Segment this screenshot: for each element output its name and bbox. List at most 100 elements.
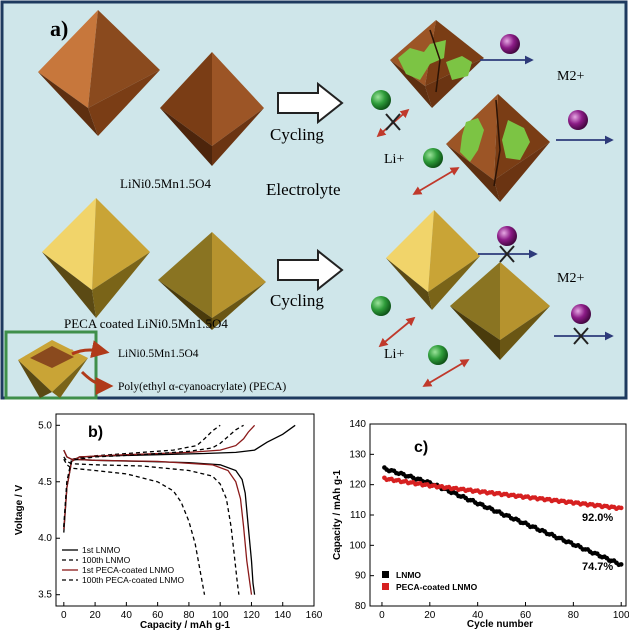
- plot-frame: [55, 413, 315, 607]
- x-tick-label: 160: [306, 610, 323, 621]
- x-tick-label: 120: [243, 610, 260, 621]
- blocked-cross-icon: [573, 327, 589, 345]
- y-tick-label: 80: [355, 601, 367, 612]
- series-group: [382, 465, 624, 568]
- legend-entry: 1st PECA-coated LNMO: [82, 565, 175, 575]
- x-axis-title: Cycle number: [467, 619, 533, 630]
- panel-a-label: a): [50, 16, 68, 41]
- legend-entry: 100th PECA-coated LNMO: [82, 575, 184, 585]
- bottom-material-label: PECA coated LiNi0.5Mn1.5O4: [64, 316, 228, 331]
- legend-entry: 100th LNMO: [82, 555, 131, 565]
- degraded-octahedron-1: [390, 20, 484, 108]
- degradation-patch: [460, 118, 484, 162]
- coated-octahedron-1: [42, 198, 150, 318]
- li-ion: [423, 148, 443, 168]
- series-group: [63, 424, 296, 595]
- coating-pointer-arrow: [80, 370, 114, 395]
- top-li-ion-label: Li+: [384, 152, 404, 167]
- data-point: [618, 505, 624, 511]
- panel-b-label: b): [88, 424, 103, 441]
- cycled-coated-octahedron-2: [450, 262, 550, 360]
- top-cycling-arrow: [277, 81, 344, 125]
- x-tick-label: 20: [424, 610, 436, 621]
- legend: LNMO PECA-coated LNMO: [382, 570, 478, 592]
- y-tick-label: 3.5: [38, 590, 52, 601]
- li-ion: [371, 90, 391, 110]
- degradation-patch: [446, 56, 472, 80]
- inset-core-label: LiNi0.5Mn1.5O4: [118, 348, 199, 360]
- legend-entry: PECA-coated LNMO: [396, 582, 478, 592]
- series-line-charge: [63, 424, 244, 527]
- top-material-label: LiNi0.5Mn1.5O4: [120, 176, 212, 191]
- y-axis-title: Capacity / mAh g-1: [332, 470, 343, 560]
- uncoated-octahedron-2: [160, 52, 264, 166]
- legend-entry: 1st LNMO: [82, 545, 121, 555]
- y-tick-label: 140: [349, 419, 366, 430]
- bottom-cycling-label: Cycling: [270, 291, 324, 310]
- blocked-cross-icon: [385, 113, 401, 131]
- top-m-ion-label: M2+: [557, 69, 584, 84]
- axis-ticks: 0 20 40 60 80 100 80 90 100 110 120 130 140: [349, 419, 629, 621]
- y-tick-label: 5.0: [38, 420, 52, 431]
- x-tick-label: 20: [90, 610, 102, 621]
- panel-c-label: c): [414, 439, 428, 456]
- li-ion-arrow: [422, 359, 470, 387]
- panel-a: a) LiNi0.5Mn1.5O4 Cycling: [0, 0, 628, 400]
- x-axis-title: Capacity / mAh g-1: [140, 620, 230, 631]
- x-tick-label: 100: [613, 610, 629, 621]
- y-tick-label: 130: [349, 449, 366, 460]
- y-tick-label: 4.5: [38, 477, 52, 488]
- series-line-charge: [63, 424, 296, 533]
- data-point: [618, 562, 624, 567]
- x-tick-label: 60: [152, 610, 164, 621]
- li-ion-arrow: [412, 167, 460, 195]
- y-tick-label: 4.0: [38, 533, 52, 544]
- bottom-m-ion-label: M2+: [557, 271, 584, 286]
- bottom-li-ion-label: Li+: [384, 347, 404, 362]
- x-tick-label: 0: [61, 610, 67, 621]
- core-pointer-arrow: [71, 340, 110, 359]
- m-ion: [571, 304, 591, 324]
- inset-coating-label: Poly(ethyl α-cyanoacrylate) (PECA): [118, 381, 286, 393]
- top-cycling-label: Cycling: [270, 125, 324, 144]
- legend-swatch: [382, 583, 389, 590]
- li-ion: [428, 345, 448, 365]
- annotation-uncoated-retention: 74.7%: [582, 561, 613, 573]
- li-ion: [371, 296, 391, 316]
- li-ion-arrow: [378, 316, 416, 348]
- legend-entry: LNMO: [396, 570, 421, 580]
- m-ion: [497, 226, 517, 246]
- panel-c-chart: c) 0 20 40 60 80 100 80 90 100 110 120 130 140 LNMO P…: [332, 419, 629, 630]
- x-tick-label: 140: [274, 610, 291, 621]
- y-tick-label: 90: [355, 571, 367, 582]
- series-line-discharge: [63, 458, 206, 595]
- y-tick-label: 100: [349, 540, 366, 551]
- x-tick-label: 100: [212, 610, 229, 621]
- axis-ticks: 0 20 40 60 80 100 120 140 160 3.5 4.0 4.5 5.0: [38, 420, 323, 621]
- series-line-discharge: [63, 449, 253, 595]
- degraded-octahedron-2: [446, 94, 550, 202]
- degradation-patch: [398, 40, 446, 80]
- x-tick-label: 40: [121, 610, 133, 621]
- annotation-coated-retention: 92.0%: [582, 512, 613, 524]
- legend-swatch: [382, 571, 389, 578]
- x-tick-label: 60: [520, 610, 532, 621]
- x-tick-label: 80: [183, 610, 195, 621]
- panel-b-chart: b) 0 20 40 60 80 100 120 140 160 3.5 4.0 4.5 5.0 1st…: [14, 413, 323, 631]
- series-line-discharge: [63, 456, 240, 595]
- cycled-coated-octahedron-1: [386, 210, 480, 310]
- coating-inset: [4, 330, 98, 400]
- y-axis-title: Voltage / V: [14, 484, 25, 535]
- degradation-patch: [502, 120, 530, 160]
- coated-octahedron-2: [158, 232, 266, 330]
- m-ion: [568, 110, 588, 130]
- x-tick-label: 0: [379, 610, 385, 621]
- bottom-cycling-arrow: [277, 248, 344, 292]
- electrolyte-label: Electrolyte: [266, 180, 341, 199]
- m-ion: [500, 34, 520, 54]
- uncoated-octahedron-1: [38, 10, 160, 136]
- x-tick-label: 40: [472, 610, 484, 621]
- y-tick-label: 120: [349, 480, 366, 491]
